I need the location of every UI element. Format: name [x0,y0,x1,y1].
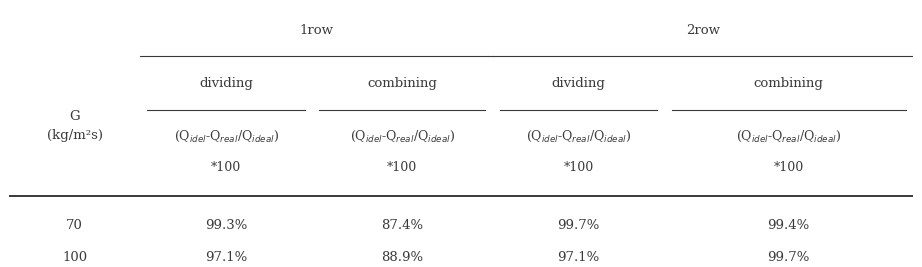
Text: (Q$_{idel}$-Q$_{real}$/Q$_{ideal}$): (Q$_{idel}$-Q$_{real}$/Q$_{ideal}$) [736,128,841,144]
Text: 97.1%: 97.1% [557,251,599,264]
Text: 100: 100 [62,251,88,264]
Text: *100: *100 [211,161,242,174]
Text: 99.4%: 99.4% [767,219,810,231]
Text: combining: combining [367,77,437,90]
Text: dividing: dividing [551,77,606,90]
Text: (Q$_{idel}$-Q$_{real}$/Q$_{ideal}$): (Q$_{idel}$-Q$_{real}$/Q$_{ideal}$) [349,128,455,144]
Text: 70: 70 [66,219,83,231]
Text: (Q$_{idel}$-Q$_{real}$/Q$_{ideal}$): (Q$_{idel}$-Q$_{real}$/Q$_{ideal}$) [526,128,631,144]
Text: 88.9%: 88.9% [381,251,423,264]
Text: 99.7%: 99.7% [557,219,599,231]
Text: *100: *100 [563,161,594,174]
Text: 2row: 2row [686,24,720,37]
Text: combining: combining [753,77,823,90]
Text: *100: *100 [387,161,418,174]
Text: 87.4%: 87.4% [381,219,423,231]
Text: 97.1%: 97.1% [205,251,247,264]
Text: (Q$_{idel}$-Q$_{real}$/Q$_{ideal}$): (Q$_{idel}$-Q$_{real}$/Q$_{ideal}$) [173,128,278,144]
Text: 99.7%: 99.7% [767,251,810,264]
Text: dividing: dividing [199,77,253,90]
Text: 1row: 1row [300,24,334,37]
Text: 99.3%: 99.3% [205,219,247,231]
Text: *100: *100 [774,161,804,174]
Text: G
(kg/m²s): G (kg/m²s) [47,110,102,142]
